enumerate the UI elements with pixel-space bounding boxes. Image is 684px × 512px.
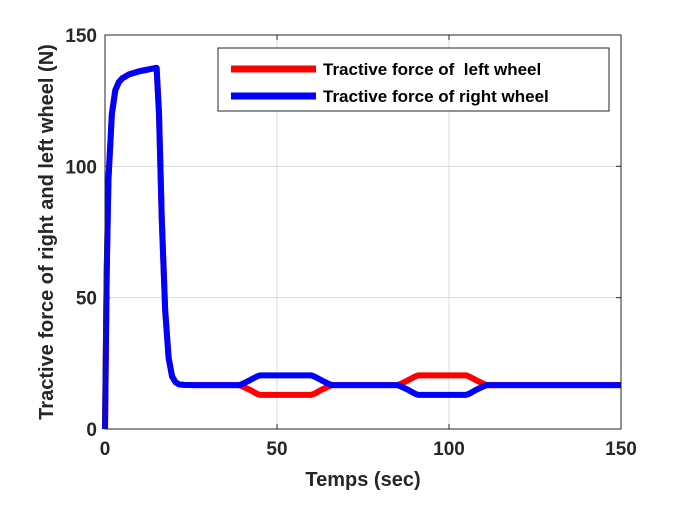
plot-frame (104, 34, 622, 430)
x-tick-label: 100 (433, 439, 465, 460)
legend-label-left-wheel: Tractive force of left wheel (323, 60, 541, 79)
y-tick-label: 50 (76, 289, 97, 310)
x-tick-label: 0 (100, 439, 111, 460)
y-tick-label: 150 (65, 26, 97, 47)
legend: Tractive force of left wheel Tractive fo… (217, 47, 610, 112)
legend-box (217, 47, 610, 112)
x-axis-title: Temps (sec) (305, 469, 420, 491)
ticks: 0 50 100 150 0 50 100 150 (65, 26, 637, 460)
y-axis-title: Tractive force of right and left wheel (… (36, 44, 58, 420)
y-tick-label: 100 (65, 157, 97, 178)
legend-label-right-wheel: Tractive force of right wheel (323, 87, 549, 106)
series-line-right-wheel (102, 64, 621, 430)
x-tick-label: 150 (605, 439, 637, 460)
x-tick-label: 50 (266, 439, 287, 460)
series-layer (102, 64, 621, 430)
y-tick-label: 0 (86, 420, 97, 441)
